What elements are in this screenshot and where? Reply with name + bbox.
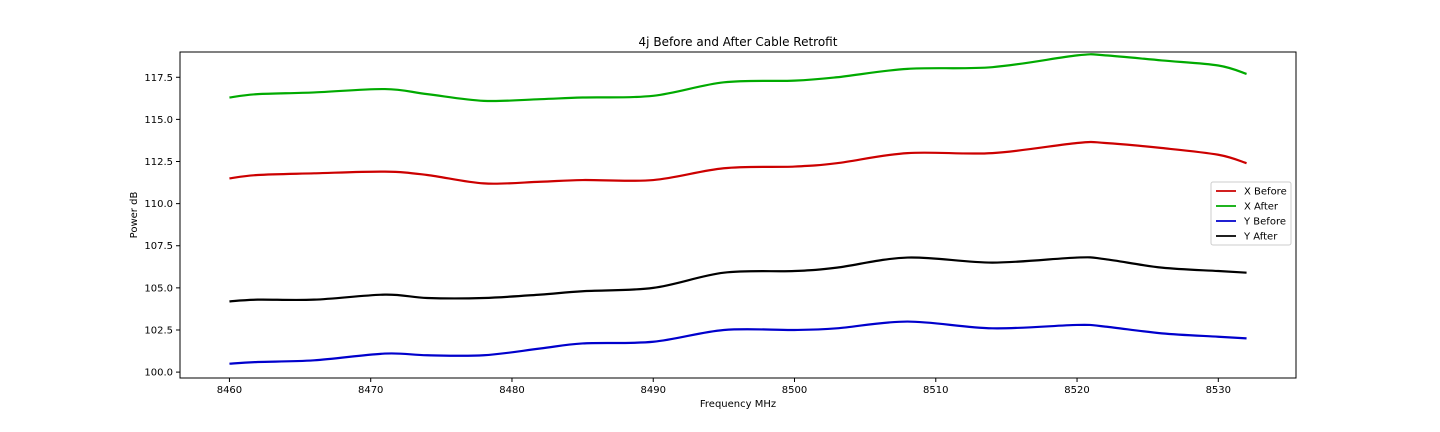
series-line-y-before — [229, 320, 1247, 365]
y-tick-label: 117.5 — [144, 73, 173, 84]
x-tick-label: 8520 — [1064, 385, 1089, 396]
legend-box — [1210, 181, 1292, 246]
legend-label-y-after: Y After — [1243, 232, 1278, 243]
x-tick-label: 8510 — [923, 385, 948, 396]
series-line-x-before — [229, 140, 1247, 185]
x-tick-label: 8530 — [1206, 385, 1231, 396]
y-tick-label: 105.0 — [144, 283, 173, 294]
plot-frame — [179, 51, 1297, 379]
legend-label-y-before: Y Before — [1243, 217, 1286, 228]
y-tick-label: 100.0 — [144, 368, 173, 379]
y-tick-label: 115.0 — [144, 115, 173, 126]
x-tick-label: 8500 — [782, 385, 807, 396]
x-axis-label: Frequency MHz — [700, 399, 776, 410]
legend: X Before X After Y Before Y After — [1210, 181, 1292, 246]
x-tick-label: 8490 — [641, 385, 666, 396]
y-axis-label: Power dB — [129, 192, 140, 239]
x-tick-label: 8460 — [217, 385, 242, 396]
x-axis: 8460 8470 8480 8490 8500 8510 8520 8530 — [217, 378, 1231, 396]
chart-title: 4j Before and After Cable Retrofit — [639, 35, 838, 49]
y-tick-label: 107.5 — [144, 241, 173, 252]
x-tick-label: 8470 — [358, 385, 383, 396]
y-tick-label: 112.5 — [144, 157, 173, 168]
y-axis: 100.0 102.5 105.0 107.5 110.0 112.5 115.0 117.5 — [144, 73, 180, 379]
plot-lines — [229, 53, 1247, 365]
series-line-y-after — [229, 256, 1247, 303]
y-tick-label: 110.0 — [144, 199, 173, 210]
series-line-x-after — [229, 53, 1247, 103]
legend-label-x-before: X Before — [1244, 187, 1287, 198]
legend-label-x-after: X After — [1244, 202, 1279, 213]
x-tick-label: 8480 — [499, 385, 524, 396]
y-tick-label: 102.5 — [144, 325, 173, 336]
